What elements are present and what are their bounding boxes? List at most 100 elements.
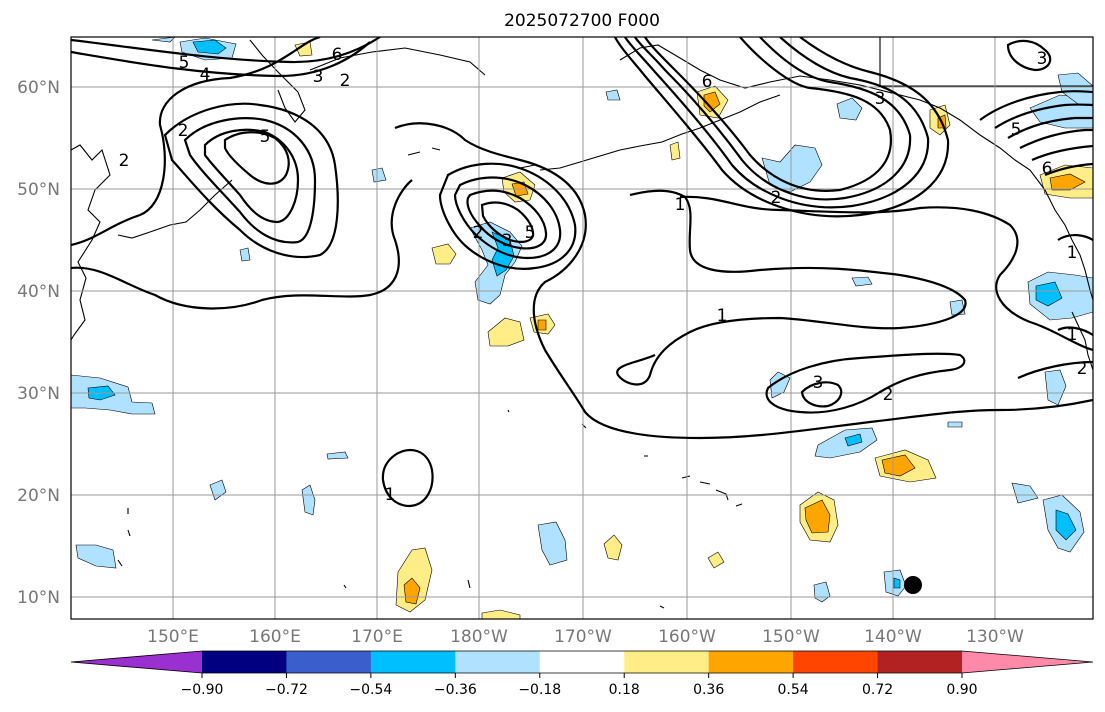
small-islands [407, 147, 536, 169]
colorbar-label: −0.18 [518, 682, 561, 698]
colorbar-label: −0.90 [181, 682, 224, 698]
colorbar-label: 0.36 [693, 682, 724, 698]
neg-patch [836, 97, 863, 121]
contour-line [634, 37, 912, 201]
x-tick-label: 150°E [147, 627, 199, 647]
colorbar-label: 0.54 [778, 682, 809, 698]
contour-line [71, 37, 321, 247]
colorbar-extend-low [71, 651, 202, 673]
pos-core [703, 91, 721, 113]
shaded-field [71, 37, 1093, 619]
contour-label: 6 [1042, 159, 1053, 179]
colorbar-segment [624, 651, 710, 673]
contour-label: 5 [179, 53, 190, 73]
x-axis-labels: 150°E 160°E 170°E 180°W 170°W 160°W 150°… [147, 627, 1024, 647]
pos-patch [431, 243, 457, 265]
x-tick-label: 170°W [554, 627, 612, 647]
colorbar-segment [455, 651, 541, 673]
x-tick-label: 150°W [762, 627, 820, 647]
contour-line [223, 131, 290, 185]
map-content: 5 4 3 6 2 2 2 5 2 3 5 1 6 2 3 1 3 2 1 5 … [71, 37, 1093, 619]
contour-line [183, 117, 317, 244]
contour-label: 2 [340, 71, 351, 91]
contour-label: 2 [119, 151, 130, 171]
neg-patch [326, 451, 349, 460]
contour-line [1019, 128, 1093, 149]
neg-patch [1044, 369, 1067, 406]
neg-core [1035, 281, 1063, 307]
contour-line [1017, 360, 1093, 380]
neg-patch [75, 544, 117, 569]
y-tick-label: 10°N [17, 588, 60, 608]
contour-label: 6 [702, 72, 713, 92]
contour-line [614, 37, 950, 218]
colorbar-segment [539, 651, 625, 673]
neg-patch [814, 427, 878, 459]
x-tick-label: 160°E [249, 627, 301, 647]
neg-patch [769, 371, 791, 399]
colorbar-segments [70, 650, 1094, 674]
contour-line [1057, 326, 1093, 336]
neg-patch [851, 276, 873, 287]
pos-patch [603, 534, 623, 561]
contour-label: 2 [178, 121, 189, 141]
contour-line [979, 90, 1093, 121]
aleutian-chain [539, 94, 781, 171]
siberia-coast [309, 47, 486, 76]
pos-core [1049, 173, 1086, 191]
colorbar-labels: −0.90 −0.72 −0.54 −0.36 −0.18 0.18 0.36 0.54 0.7… [181, 682, 978, 698]
colorbar-segment [370, 651, 456, 673]
y-axis-labels: 60°N 50°N 40°N 30°N 20°N 10°N [17, 78, 60, 608]
contour-label: 2 [883, 385, 894, 405]
pos-core [881, 454, 916, 477]
contour-label: 5 [525, 223, 536, 243]
pos-core [537, 319, 547, 331]
colorbar-label: 0.72 [862, 682, 893, 698]
y-tick-label: 40°N [17, 282, 60, 302]
contour-line [71, 179, 413, 310]
islands [117, 409, 665, 609]
contour-line [800, 381, 843, 408]
black-dot-marker [904, 576, 922, 594]
x-tick-label: 130°W [966, 627, 1024, 647]
contour-line [71, 41, 371, 78]
contour-label: 5 [1011, 120, 1022, 140]
contour-label: 6 [332, 45, 343, 65]
us-west-coast [1071, 311, 1093, 371]
colorbar-label: 0.90 [946, 682, 977, 698]
neg-patch [239, 247, 251, 262]
colorbar-extend-high [962, 651, 1093, 673]
contour-label: 2 [771, 188, 782, 208]
neg-patch [371, 167, 387, 183]
neg-patch [1011, 482, 1039, 504]
contour-label: 5 [260, 127, 271, 147]
pos-patch [707, 551, 725, 569]
neg-patch [301, 484, 316, 516]
neg-core [1055, 509, 1077, 541]
contour-label: 3 [502, 231, 513, 251]
contour-label: 3 [813, 373, 824, 393]
contour-label: 3 [875, 89, 886, 109]
colorbar-label: −0.54 [349, 682, 392, 698]
x-tick-label: 140°W [864, 627, 922, 647]
colorbar-segment [793, 651, 879, 673]
contour-label: 3 [1037, 49, 1048, 69]
pos-core [804, 499, 831, 534]
pos-patch [487, 317, 525, 347]
contour-label: 3 [313, 67, 324, 87]
contour-line [453, 176, 562, 260]
contour-line [381, 448, 434, 508]
colorbar: −0.90 −0.72 −0.54 −0.36 −0.18 0.18 0.36 0.54 0.7… [70, 650, 1094, 698]
neg-core [192, 39, 227, 55]
contour-line [1044, 162, 1093, 177]
colorbar-label: −0.36 [434, 682, 477, 698]
figure-title: 2025072700 F000 [504, 11, 660, 31]
asia-coast [71, 144, 111, 341]
contour-line [679, 195, 1093, 352]
x-tick-label: 160°W [658, 627, 716, 647]
x-tick-label: 180°W [450, 627, 508, 647]
colorbar-segment [708, 651, 794, 673]
contour-line [624, 37, 930, 209]
hawaii-islands [681, 475, 743, 507]
